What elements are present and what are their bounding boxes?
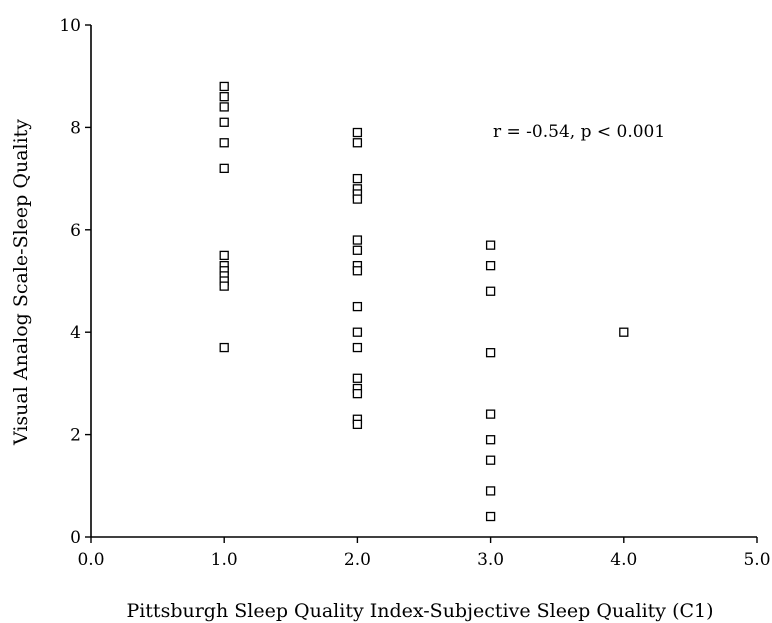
- x-tick-label: 0.0: [77, 550, 104, 570]
- data-point: [352, 266, 363, 276]
- axes: [90, 25, 757, 538]
- data-point: [485, 286, 496, 296]
- x-tick-label: 3.0: [477, 550, 504, 570]
- y-axis-title: Visual Analog Scale-Sleep Quality: [10, 119, 32, 446]
- correlation-annotation: r = -0.54, p < 0.001: [493, 122, 665, 142]
- y-tick-label: 4: [70, 323, 81, 343]
- data-point: [619, 327, 629, 337]
- data-point: [352, 194, 363, 204]
- data-point: [219, 81, 229, 92]
- x-tick-label: 1.0: [211, 550, 238, 570]
- data-point: [219, 342, 229, 353]
- data-point: [352, 173, 363, 184]
- data-point: [485, 486, 496, 496]
- data-point: [485, 348, 496, 358]
- data-point: [352, 419, 363, 430]
- data-point: [219, 163, 229, 174]
- y-ticks: 0 2 4 6 8 10: [59, 16, 91, 548]
- data-point: [352, 301, 363, 312]
- data-point: [219, 117, 229, 127]
- data-point: [219, 92, 229, 102]
- data-point: [352, 138, 363, 148]
- data-point: [485, 435, 496, 445]
- data-point: [485, 511, 496, 522]
- data-point: [219, 102, 229, 112]
- data-point: [352, 127, 363, 138]
- data-point: [352, 235, 363, 245]
- x-tick-label: 5.0: [743, 550, 770, 570]
- data-point: [352, 245, 363, 255]
- data-point: [485, 260, 496, 271]
- x-tick-label: 2.0: [344, 550, 371, 570]
- data-points: [219, 81, 629, 522]
- data-point: [352, 342, 363, 353]
- x-tick-label: 4.0: [610, 550, 637, 570]
- y-tick-label: 8: [70, 118, 81, 138]
- data-point: [352, 373, 363, 383]
- data-point: [485, 409, 496, 419]
- y-tick-label: 10: [59, 16, 81, 36]
- data-point: [219, 281, 229, 291]
- data-point: [352, 388, 363, 399]
- x-ticks: 0.0 1.0 2.0 3.0 4.0 5.0: [77, 537, 771, 570]
- data-point: [219, 250, 229, 261]
- data-point: [485, 240, 496, 250]
- y-tick-label: 6: [70, 221, 81, 241]
- data-point: [219, 138, 229, 148]
- x-axis-title: Pittsburgh Sleep Quality Index-Subjectiv…: [126, 600, 713, 622]
- data-point: [485, 455, 496, 465]
- data-point: [352, 327, 363, 337]
- y-tick-label: 2: [70, 426, 81, 446]
- y-tick-label: 0: [70, 528, 81, 548]
